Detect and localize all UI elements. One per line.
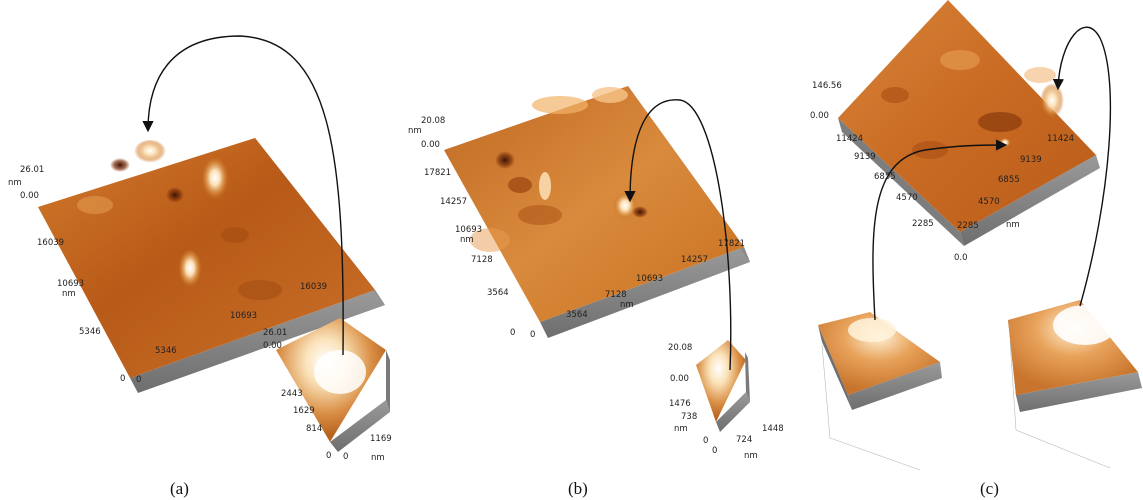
panel-b-x-tick: 7128 bbox=[605, 290, 627, 300]
panel-b-x-tick: 0 bbox=[530, 330, 535, 340]
panel-b-y-tick: 0 bbox=[510, 328, 515, 338]
panel-a-x-tick: 10693 bbox=[230, 311, 257, 321]
panel-a-inset bbox=[276, 318, 390, 452]
panel-a-zmin: 0.00 bbox=[20, 191, 39, 201]
panel-b-zunit: nm bbox=[408, 126, 422, 136]
panel-b-zmin: 0.00 bbox=[421, 140, 440, 150]
panel-a-y-tick: 5346 bbox=[79, 327, 101, 337]
panel-b-caption: (b) bbox=[568, 479, 588, 498]
panel-c-caption: (c) bbox=[980, 479, 999, 498]
panel-b-y-unit: nm bbox=[460, 235, 474, 245]
panel-b-zmax: 20.08 bbox=[421, 116, 445, 126]
panel-a-y-tick: 16039 bbox=[37, 238, 64, 248]
panel-a-inset-x-tick: 0 bbox=[343, 452, 348, 462]
panel-b-inset-zmin: 0.00 bbox=[670, 374, 689, 384]
panel-c-inset-right bbox=[1008, 300, 1142, 469]
panel-c-x-tick: 4570 bbox=[978, 197, 1000, 207]
panel-b-inset-zmax: 20.08 bbox=[668, 343, 692, 353]
panel-b-inset bbox=[696, 340, 750, 432]
panel-b-y-tick: 17821 bbox=[424, 168, 451, 178]
panel-b-connector-arrow bbox=[624, 99, 732, 371]
panel-a-inset-zmax: 26.01 bbox=[263, 328, 287, 338]
panel-a-inset-y-tick: 2443 bbox=[281, 389, 303, 399]
panel-c-x-unit: nm bbox=[1006, 220, 1020, 230]
panel-b-inset-x-tick: 724 bbox=[736, 435, 752, 445]
panel-c-x-tick: 11424 bbox=[1047, 134, 1074, 144]
panel-a-inset-y-tick: 1629 bbox=[293, 406, 315, 416]
panel-b-y-tick: 14257 bbox=[440, 197, 467, 207]
panel-b-inset-y-tick: 1476 bbox=[669, 399, 691, 409]
panel-b-x-unit: nm bbox=[620, 300, 634, 310]
panel-b-x-tick: 3564 bbox=[566, 310, 588, 320]
panel-a-inset-unit: nm bbox=[371, 453, 385, 463]
panel-c-y-tick: 0.0 bbox=[954, 253, 968, 263]
panel-a-x-tick: 0 bbox=[136, 375, 141, 385]
panel-b-x-tick: 14257 bbox=[681, 255, 708, 265]
panel-c-y-tick: 2285 bbox=[912, 219, 934, 229]
panel-c-y-tick: 4570 bbox=[896, 193, 918, 203]
panel-c-x-tick: 2285 bbox=[957, 221, 979, 231]
panel-b-surface bbox=[444, 86, 750, 338]
panel-b-inset-unit-x: nm bbox=[744, 451, 758, 461]
panel-c-inset-left bbox=[818, 312, 942, 471]
panel-b-y-tick: 7128 bbox=[471, 255, 493, 265]
panel-c-y-tick: 9139 bbox=[854, 152, 876, 162]
panel-a-y-tick: 10693 bbox=[57, 279, 84, 289]
panel-b-x-tick: 17821 bbox=[718, 239, 745, 249]
panel-c-y-tick: 11424 bbox=[836, 134, 863, 144]
panel-c-y-tick: 6855 bbox=[874, 172, 896, 182]
panel-a-y-unit: nm bbox=[62, 289, 76, 299]
panel-a-x-tick: 16039 bbox=[300, 282, 327, 292]
panel-c-zmin: 0.00 bbox=[810, 111, 829, 121]
panel-a-caption: (a) bbox=[170, 479, 189, 498]
panel-a-zmax: 26.01 bbox=[20, 165, 44, 175]
panel-c-zmax: 146.56 bbox=[812, 81, 842, 91]
panel-a-inset-y-tick: 814 bbox=[306, 424, 322, 434]
panel-a-inset-x-tick: 1169 bbox=[370, 434, 392, 444]
panel-c-x-tick: 9139 bbox=[1020, 155, 1042, 165]
panel-c-connector-arrow-right bbox=[1052, 26, 1112, 307]
panel-b-y-tick: 10693 bbox=[455, 225, 482, 235]
panel-c-connector-arrow-left bbox=[872, 139, 1008, 321]
panel-a-origin-y: 0 bbox=[120, 374, 125, 384]
panel-b-inset-y-tick: 738 bbox=[681, 412, 697, 422]
panel-b: 20.08 nm 0.00 17821 14257 10693 nm 7128 … bbox=[408, 86, 784, 498]
panel-a-connector-arrow bbox=[142, 35, 344, 356]
panel-b-x-tick: 10693 bbox=[636, 274, 663, 284]
panel-b-inset-x-tick: 1448 bbox=[762, 424, 784, 434]
panel-c-x-tick: 6855 bbox=[998, 175, 1020, 185]
panel-b-inset-unit: nm bbox=[674, 424, 688, 434]
panel-a-surface bbox=[38, 138, 385, 393]
panel-c-surface bbox=[838, 0, 1100, 246]
panel-b-inset-y-tick: 0 bbox=[703, 436, 708, 446]
panel-a-inset-zmin: 0.00 bbox=[263, 341, 282, 351]
panel-b-inset-x-tick: 0 bbox=[712, 446, 717, 456]
panel-a-inset-y-tick: 0 bbox=[326, 451, 331, 461]
panel-a: 26.01 nm 0.00 16039 10693 nm 5346 0 0 53… bbox=[8, 35, 392, 498]
panel-a-zunit: nm bbox=[8, 178, 22, 188]
panel-b-y-tick: 3564 bbox=[487, 288, 509, 298]
panel-a-x-tick: 5346 bbox=[155, 346, 177, 356]
panel-c: 146.56 0.00 11424 9139 6855 4570 2285 0.… bbox=[810, 0, 1142, 498]
